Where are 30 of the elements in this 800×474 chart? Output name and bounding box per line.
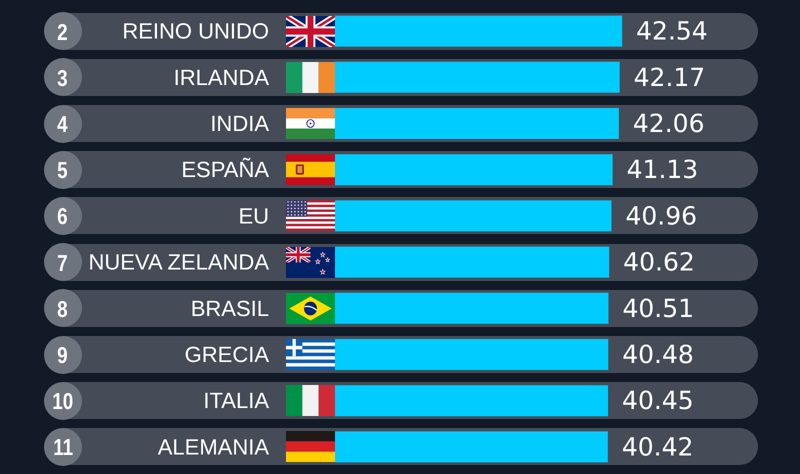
y-tick-label: ALEMANIA xyxy=(158,434,270,460)
text: 7 xyxy=(57,250,68,276)
data-label: 42.06 xyxy=(632,109,704,138)
data-label: 40.96 xyxy=(625,201,698,230)
y-tick-label: EU xyxy=(238,203,269,228)
y-tick-label: IRLANDA xyxy=(174,64,270,90)
text: 2 xyxy=(57,18,68,45)
data-label: 42.54 xyxy=(636,16,708,46)
y-tick-label: NUEVA ZELANDA xyxy=(88,250,270,275)
data-label: 40.42 xyxy=(622,432,694,462)
text: 11 xyxy=(52,434,73,460)
data-label: 40.45 xyxy=(622,386,694,416)
text: 9 xyxy=(57,342,68,368)
text: 4 xyxy=(57,111,68,137)
data-label: 40.62 xyxy=(623,248,695,277)
data-label: 41.13 xyxy=(626,155,698,184)
text: 10 xyxy=(52,388,73,414)
y-tick-label: ESPAÑA xyxy=(181,157,270,182)
text: 3 xyxy=(57,64,68,91)
text: 8 xyxy=(57,296,68,322)
text: 6 xyxy=(57,203,68,230)
y-tick-label: INDIA xyxy=(210,111,270,136)
data-label: 42.17 xyxy=(634,62,706,92)
data-label: 40.48 xyxy=(622,340,694,369)
text: 5 xyxy=(57,157,68,184)
y-tick-label: REINO UNIDO xyxy=(122,18,269,44)
data-label: 40.51 xyxy=(622,294,694,323)
y-tick-label: BRASIL xyxy=(190,296,269,321)
y-tick-label: ITALIA xyxy=(203,388,270,414)
y-tick-label: GRECIA xyxy=(184,342,270,367)
